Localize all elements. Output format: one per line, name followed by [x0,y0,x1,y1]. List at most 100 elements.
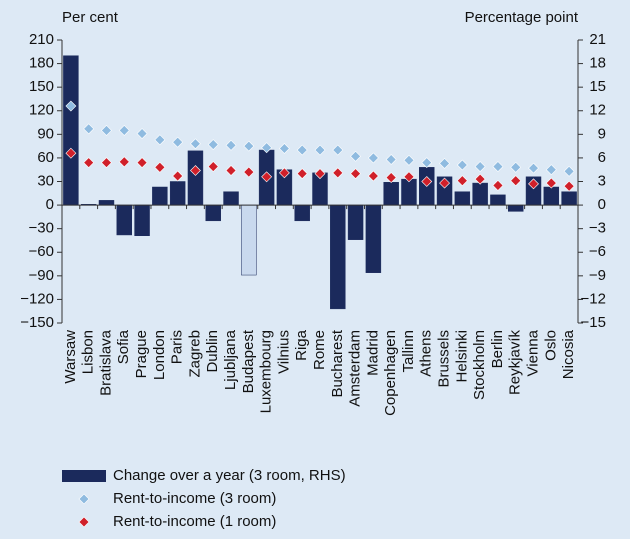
marker [172,170,184,182]
marker [65,147,77,159]
x-tick-label: Amsterdam [347,330,364,407]
bar [134,204,150,236]
marker [261,171,273,183]
bar [508,204,524,212]
marker [510,175,522,187]
marker [207,139,219,150]
marker [118,156,130,168]
marker [225,139,237,151]
bar [383,182,399,206]
marker [243,166,255,178]
bar [330,204,346,310]
x-tick-label: Reykjavík [507,330,524,396]
marker [243,140,255,152]
x-tick-label: Vilnius [275,330,292,374]
x-tick-label: Nicosia [560,329,577,379]
bar [490,194,506,206]
x-tick-label: Ljubljana [222,329,239,390]
y-tick-label: 150 [29,78,54,95]
marker [83,157,95,169]
marker [545,164,557,176]
x-tick-label: Lisbon [80,330,97,374]
marker [83,123,95,135]
bar [223,191,239,206]
bar [347,204,364,240]
bar [152,186,168,206]
y-tick-label: 180 [29,55,54,72]
marker [332,144,344,156]
marker [225,165,237,176]
marker [350,168,362,180]
marker [278,143,290,154]
marker [510,161,522,173]
y2-tick-label: 9 [598,125,606,142]
bar [543,186,560,206]
y-axis-label: Per cent [62,9,119,26]
marker [314,168,326,180]
y2-tick-label: 3 [598,172,606,189]
marker [403,154,415,166]
marker [136,128,148,139]
bar [205,204,221,222]
marker [456,159,468,171]
x-tick-label: Berlin [489,330,506,368]
y2-tick-label: 15 [589,78,606,95]
marker [492,161,504,172]
marker [65,100,77,112]
y-tick-label: −120 [20,290,54,307]
marker [101,124,112,136]
marker [190,138,201,150]
y-tick-label: −150 [20,314,54,331]
x-tick-label: Brussels [436,330,453,388]
marker [118,124,130,136]
y2-tick-label: −9 [589,267,606,284]
marker [563,180,575,192]
x-tick-label: London [151,330,168,380]
marker [101,157,112,169]
marker [385,154,397,165]
x-tick-label: Madrid [364,330,381,376]
y-tick-label: 120 [29,102,54,119]
bar [561,191,577,206]
y2-tick-label: 18 [589,55,606,72]
marker [350,150,362,162]
marker [261,142,273,154]
bar [454,191,471,206]
marker [154,134,166,146]
x-tick-label: Prague [133,330,150,378]
marker [492,180,504,191]
x-tick-label: Warsaw [62,330,79,384]
marker [439,157,450,169]
x-tick-label: Budapest [240,329,257,393]
x-tick-label: Helsinki [453,330,470,383]
marker [207,161,219,172]
marker [528,178,539,190]
marker [332,167,344,179]
marker [421,176,433,187]
legend-label: Rent-to-income (1 room) [113,513,276,530]
x-tick-label: Zagreb [186,330,203,378]
marker [367,170,379,182]
marker [456,175,468,187]
x-tick-label: Bratislava [97,329,114,396]
y2-tick-label: 21 [589,31,606,48]
marker [190,165,201,176]
y-tick-label: −60 [29,243,54,260]
marker [296,144,308,156]
y-tick-label: 90 [37,125,54,142]
y-tick-label: −30 [29,220,54,237]
marker [439,177,450,189]
marker [474,161,486,172]
y2-axis-label: Percentage point [465,9,579,26]
bar [294,204,310,222]
marker [296,168,308,180]
bar [116,204,132,236]
x-tick-label: Bucharest [329,329,346,397]
y-tick-label: 30 [37,172,54,189]
bar [63,55,79,206]
x-tick-label: Riga [293,329,310,361]
y-tick-label: 60 [37,149,54,166]
marker [314,144,326,156]
y2-tick-label: −3 [589,220,606,237]
